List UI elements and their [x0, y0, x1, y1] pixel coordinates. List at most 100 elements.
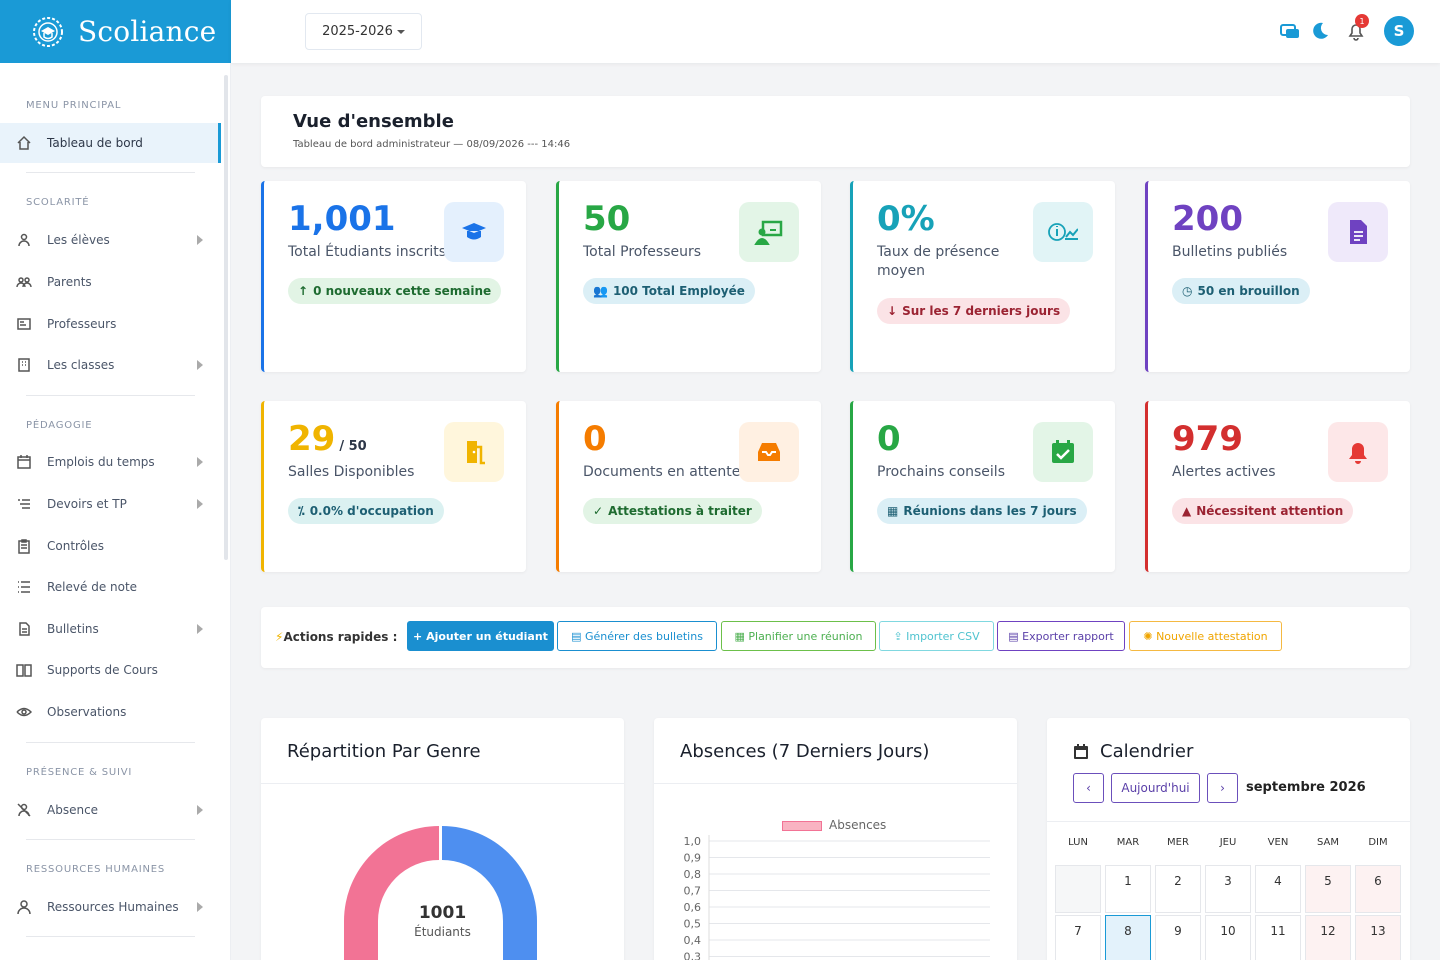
sidebar-item-absence[interactable]: Absence — [0, 790, 221, 830]
sidebar-item-rh[interactable]: Ressources Humaines — [0, 887, 221, 927]
sidebar-item-label: Professeurs — [47, 317, 117, 331]
gender-panel: Répartition Par Genre 1001 Étudiants — [261, 718, 624, 960]
notification-button[interactable]: 1 — [1345, 14, 1369, 42]
calendar-day[interactable]: 1 — [1105, 865, 1151, 913]
sidebar-item-dashboard[interactable]: Tableau de bord — [0, 123, 221, 163]
stat-label: Alertes actives — [1172, 464, 1276, 480]
donut-segment-girls — [344, 826, 439, 960]
pill-text: Attestations à traiter — [608, 504, 752, 518]
stat-pill: ⁒ 0.0% d'occupation — [288, 498, 444, 524]
pill-icon: ↑ — [298, 284, 309, 298]
stat-icon-box — [739, 422, 799, 482]
sidebar-item-label: Tableau de bord — [47, 136, 143, 150]
weekday-header: MAR — [1116, 837, 1140, 848]
section-menu-principal: MENU PRINCIPAL — [26, 100, 122, 111]
donut-segment-boys — [442, 826, 537, 960]
calendar-day[interactable]: 10 — [1205, 915, 1251, 960]
calendar-day[interactable]: 12 — [1305, 915, 1351, 960]
absences-title: Absences (7 Derniers Jours) — [680, 741, 930, 762]
pill-icon: ◷ — [1182, 284, 1193, 298]
sidebar-item-emplois[interactable]: Emplois du temps — [0, 442, 221, 482]
bell-icon — [1349, 443, 1367, 464]
door-icon — [467, 441, 485, 465]
add-student-button[interactable]: + Ajouter un étudiant — [407, 621, 554, 651]
stat-label: Prochains conseils — [877, 464, 1005, 480]
today-button[interactable]: Aujourd'hui — [1111, 773, 1200, 803]
weekday-header: DIM — [1368, 837, 1388, 848]
chat-icon[interactable] — [1279, 20, 1301, 42]
stat-value: 29/ 50 — [288, 419, 367, 459]
stat-label: Documents en attente — [583, 464, 741, 480]
avatar[interactable]: S — [1384, 16, 1414, 46]
gender-title: Répartition Par Genre — [287, 741, 481, 762]
quick-actions-text: Actions rapides : — [283, 630, 398, 644]
calendar-day[interactable]: 9 — [1155, 915, 1201, 960]
file-icon — [19, 622, 30, 636]
weekday-header: VEN — [1267, 837, 1289, 848]
generate-bulletins-button[interactable]: ▤ Générer des bulletins — [557, 621, 717, 651]
sidebar-scrollbar[interactable] — [224, 75, 228, 560]
calendar-day[interactable]: 7 — [1055, 915, 1101, 960]
sidebar-item-classes[interactable]: Les classes — [0, 345, 221, 385]
calendar-day[interactable]: 6 — [1355, 865, 1401, 913]
stat-suffix: / 50 — [339, 439, 367, 454]
brand[interactable]: Scoliance — [0, 0, 231, 63]
students-icon — [18, 233, 30, 247]
stat-icon-box — [739, 202, 799, 262]
stat-card: 0% Taux de présence moyen ↓ Sur les 7 derni… — [850, 181, 1115, 372]
dark-mode-icon[interactable] — [1309, 20, 1331, 42]
prev-month-button[interactable]: ‹ — [1073, 773, 1104, 803]
user-slash-icon — [17, 803, 31, 817]
sidebar-item-releve[interactable]: Relevé de note — [0, 567, 221, 607]
divider — [26, 839, 195, 840]
sidebar-item-controles[interactable]: Contrôles — [0, 526, 221, 566]
new-attestation-button[interactable]: ✺ Nouvelle attestation — [1129, 621, 1282, 651]
sidebar-item-observations[interactable]: Observations — [0, 692, 221, 732]
sidebar-item-eleves[interactable]: Les élèves — [0, 220, 221, 260]
pill-icon: ▦ — [887, 504, 899, 518]
calendar-day[interactable]: 3 — [1205, 865, 1251, 913]
stat-value: 0% — [877, 199, 935, 239]
y-tick-label: 0,4 — [684, 934, 702, 947]
year-select[interactable]: 2025-2026 — [305, 13, 422, 50]
divider — [26, 172, 195, 173]
calendar-day[interactable]: 13 — [1355, 915, 1401, 960]
sidebar-item-parents[interactable]: Parents — [0, 262, 221, 302]
y-tick-label: 0,9 — [684, 852, 702, 865]
pill-text: Réunions dans les 7 jours — [903, 504, 1077, 518]
next-month-button[interactable]: › — [1207, 773, 1238, 803]
sidebar-item-devoirs[interactable]: Devoirs et TP — [0, 484, 221, 524]
calendar-month: septembre 2026 — [1246, 780, 1366, 795]
calendar-day[interactable]: 11 — [1255, 915, 1301, 960]
sidebar-item-professeurs[interactable]: Professeurs — [0, 304, 221, 344]
stat-label: Bulletins publiés — [1172, 244, 1288, 260]
stat-card: 200 Bulletins publiés ◷ 50 en brouillon — [1145, 181, 1410, 372]
calendar-icon — [17, 455, 31, 469]
sidebar-item-label: Devoirs et TP — [47, 497, 127, 511]
quick-actions-label: ⚡Actions rapides : — [275, 630, 397, 644]
calendar-day[interactable]: 4 — [1255, 865, 1301, 913]
y-tick-label: 0,7 — [684, 885, 702, 898]
pill-text: 100 Total Employée — [612, 284, 745, 298]
stat-label: Taux de présence moyen — [877, 244, 1000, 279]
section-presence: PRÉSENCE & SUIVI — [26, 767, 133, 778]
import-csv-button[interactable]: ⇪ Importer CSV — [879, 621, 994, 651]
button-label: Importer CSV — [906, 629, 980, 643]
sidebar-item-label: Emplois du temps — [47, 455, 155, 469]
schedule-meeting-button[interactable]: ▦ Planifier une réunion — [721, 621, 876, 651]
calendar-day[interactable]: 5 — [1305, 865, 1351, 913]
calendar-day[interactable]: 2 — [1155, 865, 1201, 913]
section-rh: RESSOURCES HUMAINES — [26, 864, 166, 875]
pill-text: Nécessitent attention — [1196, 504, 1344, 518]
sidebar-item-bulletins[interactable]: Bulletins — [0, 609, 221, 649]
y-tick-label: 1,0 — [684, 835, 702, 848]
export-report-button[interactable]: ▤ Exporter rapport — [997, 621, 1125, 651]
divider — [26, 936, 195, 937]
logo-icon — [33, 16, 63, 47]
calendar-day[interactable]: 8 — [1105, 915, 1151, 960]
sidebar-item-supports[interactable]: Supports de Cours — [0, 650, 221, 690]
calendar-check-icon — [1052, 440, 1074, 463]
stat-value: 0 — [583, 419, 607, 459]
pill-icon: ✓ — [593, 504, 604, 518]
y-tick-label: 0,6 — [684, 901, 702, 914]
